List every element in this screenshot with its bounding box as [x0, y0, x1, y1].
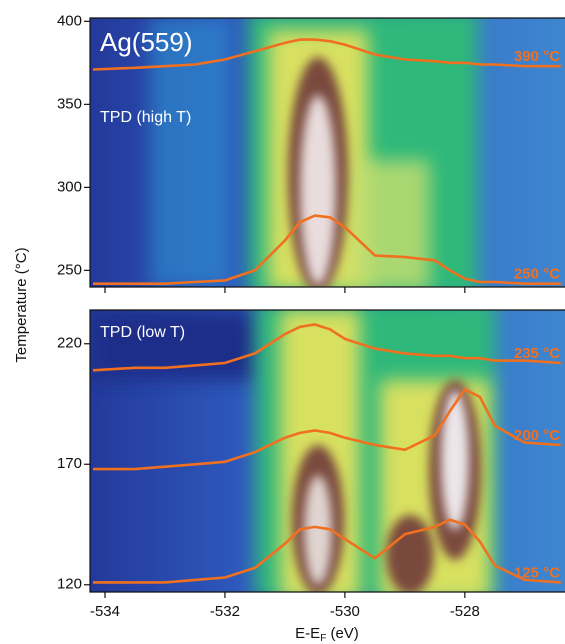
x-label-sub: F — [320, 633, 326, 644]
panel-title: Ag(559) — [100, 27, 193, 57]
panel-annotation: TPD (high T) — [100, 109, 191, 126]
x-axis-label: E-EF (eV) — [295, 625, 359, 644]
plot-layer: 390 °C 250 °C 250 300 350 400 235 °C 200 °C 125 … — [57, 12, 565, 620]
series-label: 200 °C — [514, 427, 560, 444]
y-tick-label: 250 — [57, 261, 82, 278]
spectrum-line — [92, 323, 561, 372]
axis-frame — [89, 17, 565, 288]
x-tick-label: -528 — [450, 603, 480, 620]
y-tick-label: 120 — [57, 576, 82, 593]
spectrum-line — [93, 387, 561, 471]
x-tick-label: -534 — [90, 603, 120, 620]
series-label: 125 °C — [514, 564, 560, 581]
series-label: 250 °C — [514, 266, 560, 283]
spectrum-line — [93, 518, 561, 584]
x-tick-label: -532 — [210, 603, 240, 620]
y-tick-label: 220 — [57, 335, 82, 352]
x-label-part: (eV) — [326, 625, 359, 642]
y-tick-label: 170 — [57, 455, 82, 472]
series-label: 390 °C — [514, 48, 560, 65]
spectrum-line — [93, 214, 561, 285]
x-label-part: E-E — [295, 625, 320, 642]
spectrum-line — [92, 38, 561, 71]
y-tick-label: 300 — [57, 178, 82, 195]
heatmap-bottom — [90, 310, 565, 592]
series-label: 235 °C — [514, 345, 560, 362]
y-tick-label: 400 — [57, 12, 82, 29]
y-tick-label: 350 — [57, 95, 82, 112]
x-tick-label: -530 — [330, 603, 360, 620]
heatmap-top — [90, 18, 565, 287]
panel-annotation: TPD (low T) — [100, 324, 185, 341]
y-axis-label: Temperature (°C) — [13, 247, 30, 362]
axis-frame — [89, 309, 565, 593]
